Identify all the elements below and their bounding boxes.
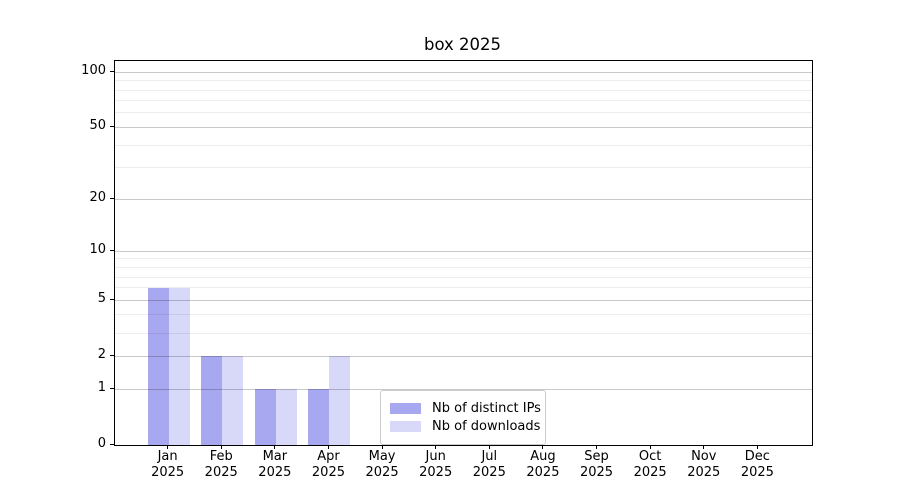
bar-nb-of-distinct-ips-feb bbox=[201, 356, 223, 445]
x-tick-label-jun: Jun 2025 bbox=[419, 449, 453, 480]
legend: Nb of distinct IPs Nb of downloads bbox=[380, 390, 546, 445]
legend-item-distinct-ips: Nb of distinct IPs bbox=[390, 400, 541, 416]
bar-nb-of-distinct-ips-jan bbox=[147, 287, 169, 445]
bar-nb-of-downloads-apr bbox=[329, 356, 351, 445]
bar-nb-of-downloads-mar bbox=[275, 389, 297, 445]
bar-nb-of-downloads-jan bbox=[168, 287, 190, 445]
legend-item-downloads: Nb of downloads bbox=[390, 418, 540, 434]
legend-swatch-distinct-ips bbox=[390, 402, 421, 414]
plot-area: Nb of distinct IPs Nb of downloads bbox=[114, 60, 813, 446]
y-tick-label-50: 50 bbox=[89, 118, 106, 134]
x-tick-label-sep: Sep 2025 bbox=[579, 449, 614, 480]
x-tick-label-mar: Mar 2025 bbox=[258, 449, 292, 480]
bar-nb-of-distinct-ips-apr bbox=[308, 389, 330, 445]
x-tick-label-dec: Dec 2025 bbox=[740, 449, 774, 480]
y-tick-label-1: 1 bbox=[97, 380, 106, 395]
x-tick-label-jan: Jan 2025 bbox=[151, 449, 185, 480]
legend-label-downloads: Nb of downloads bbox=[432, 418, 541, 434]
x-tick-label-may: May 2025 bbox=[365, 449, 399, 480]
bars-layer bbox=[115, 61, 812, 445]
x-tick-label-apr: Apr 2025 bbox=[311, 449, 345, 480]
x-tick-label-oct: Oct 2025 bbox=[633, 449, 667, 480]
x-tick-label-nov: Nov 2025 bbox=[687, 449, 721, 480]
y-tick-label-2: 2 bbox=[97, 347, 106, 363]
y-tick-label-100: 100 bbox=[81, 63, 106, 79]
y-tick-label-10: 10 bbox=[89, 242, 106, 258]
legend-label-distinct-ips: Nb of distinct IPs bbox=[432, 400, 541, 416]
bar-nb-of-distinct-ips-mar bbox=[254, 389, 276, 445]
bar-nb-of-downloads-feb bbox=[222, 356, 244, 445]
legend-swatch-downloads bbox=[390, 420, 421, 432]
x-tick-label-jul: Jul 2025 bbox=[472, 449, 506, 480]
y-tick-label-20: 20 bbox=[89, 190, 106, 206]
y-tick-label-5: 5 bbox=[97, 291, 106, 307]
chart-title: box 2025 bbox=[423, 35, 502, 54]
x-tick-label-aug: Aug 2025 bbox=[526, 449, 560, 480]
y-tick-label-0: 0 bbox=[97, 436, 106, 451]
x-tick-label-feb: Feb 2025 bbox=[204, 449, 238, 480]
